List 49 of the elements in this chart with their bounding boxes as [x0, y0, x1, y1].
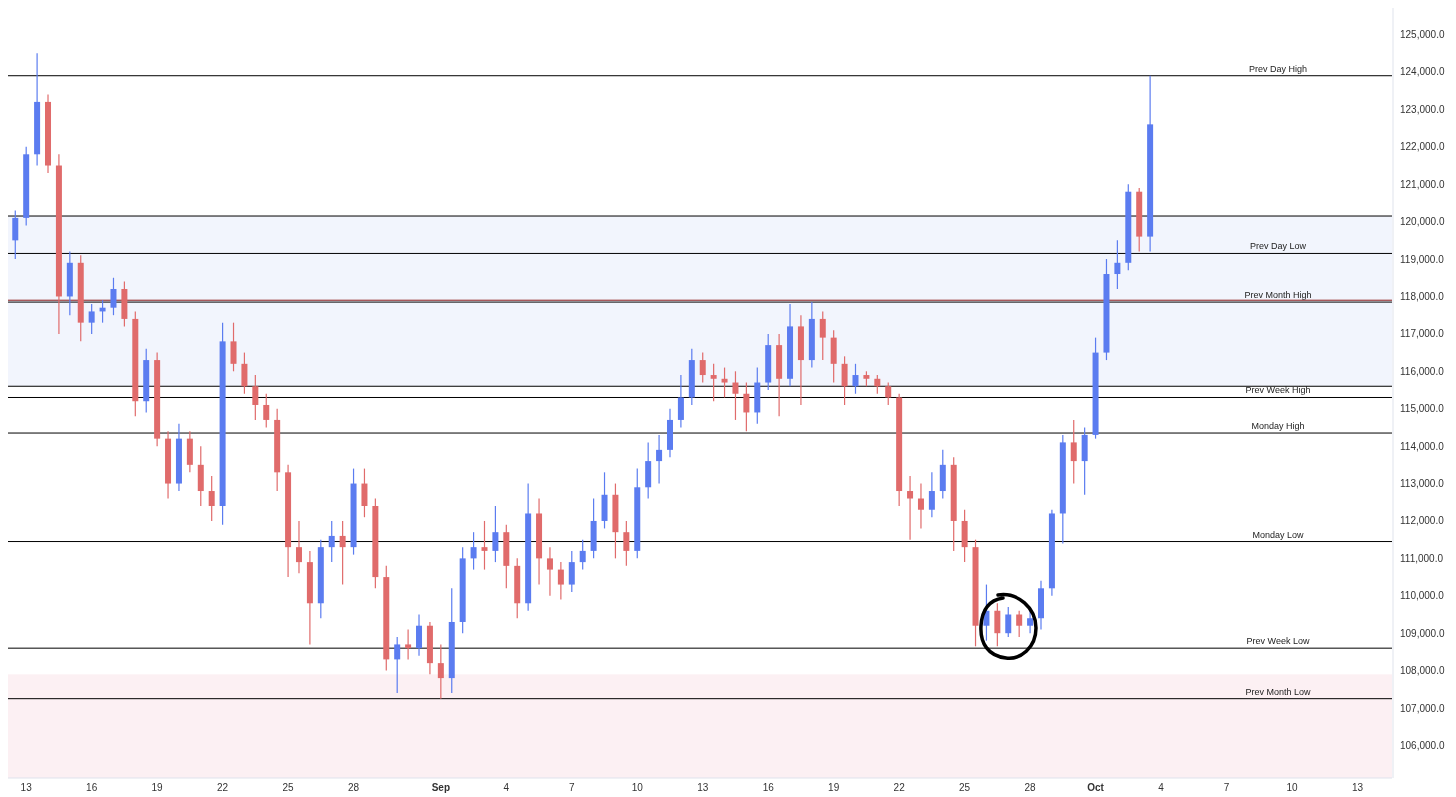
- x-tick-label: 13: [20, 782, 33, 793]
- x-tick-label: 19: [828, 782, 840, 793]
- y-tick-label: 112,000.0: [1400, 515, 1445, 527]
- x-tick-label: Oct: [1087, 782, 1105, 793]
- x-tick-label: 13: [697, 782, 709, 793]
- y-tick-label: 106,000.0: [1400, 739, 1445, 751]
- x-tick-label: 25: [282, 782, 295, 793]
- x-tick-label: 22: [217, 782, 229, 793]
- ref-line-label: Prev Month High: [1244, 290, 1312, 301]
- y-tick-label: 108,000.0: [1400, 665, 1445, 677]
- x-tick-label: 10: [631, 782, 644, 793]
- ref-line-label: Monday Low: [1252, 529, 1305, 540]
- y-tick-label: 113,000.0: [1400, 478, 1445, 490]
- x-tick-label: 28: [1024, 782, 1037, 793]
- x-tick-label: 7: [569, 782, 575, 793]
- ref-line-label: Prev Week High: [1245, 385, 1311, 396]
- y-tick-label: 120,000.0: [1400, 216, 1445, 228]
- x-tick-label: 4: [503, 782, 510, 793]
- ref-line-label: Prev Week Low: [1246, 636, 1310, 647]
- ref-line-label: Prev Day Low: [1249, 241, 1307, 252]
- x-tick-label: 16: [86, 782, 98, 793]
- y-tick-label: 110,000.0: [1400, 590, 1445, 602]
- y-tick-label: 119,000.0: [1400, 253, 1445, 265]
- x-tick-label: 25: [959, 782, 971, 793]
- y-tick-label: 109,000.0: [1400, 627, 1445, 639]
- x-tick-label: 28: [347, 782, 360, 793]
- y-tick-label: 114,000.0: [1400, 440, 1445, 452]
- x-tick-label: 4: [1158, 782, 1165, 793]
- ref-line-label: Prev Day High: [1248, 63, 1308, 74]
- y-tick-label: 118,000.0: [1400, 290, 1445, 302]
- y-tick-label: 123,000.0: [1400, 103, 1445, 115]
- y-tick-label: 121,000.0: [1400, 178, 1445, 190]
- y-tick-label: 107,000.0: [1400, 702, 1445, 714]
- y-tick-label: 111,000.0: [1400, 552, 1444, 564]
- x-tick-label: 22: [893, 782, 906, 793]
- x-tick-label: 16: [762, 782, 775, 793]
- y-tick-label: 116,000.0: [1400, 365, 1445, 377]
- x-tick-label: 10: [1286, 782, 1298, 793]
- x-tick-label: Sep: [431, 782, 451, 793]
- x-tick-label: 7: [1223, 782, 1230, 793]
- y-tick-label: 125,000.0: [1400, 29, 1445, 41]
- y-tick-label: 117,000.0: [1400, 328, 1445, 340]
- x-tick-label: 13: [1351, 782, 1364, 793]
- y-tick-label: 124,000.0: [1400, 66, 1445, 78]
- y-tick-label: 115,000.0: [1400, 403, 1445, 415]
- ref-line-label: Monday High: [1251, 421, 1305, 432]
- ref-line-label: Prev Month Low: [1245, 686, 1312, 697]
- x-tick-label: 19: [151, 782, 164, 793]
- y-tick-label: 122,000.0: [1400, 141, 1445, 153]
